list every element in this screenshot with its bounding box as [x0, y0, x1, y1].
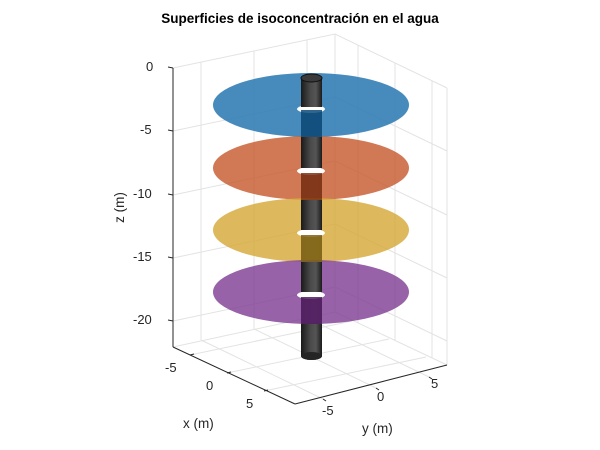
pipe-through-holes: [300, 73, 323, 360]
z-tick-label: -10: [133, 186, 152, 201]
y-tick-label: 0: [377, 389, 385, 404]
z-tick-label: 0: [146, 59, 154, 74]
y-tick-label: -5: [322, 403, 334, 418]
y-axis: [294, 364, 448, 405]
z-tick-label: -20: [133, 312, 152, 327]
z-tick-label: -5: [140, 122, 152, 137]
x-axis-label: x (m): [183, 416, 214, 431]
x-tick-label: 0: [206, 378, 214, 393]
y-axis-label: y (m): [362, 421, 393, 436]
x-tick-label: -5: [165, 360, 177, 375]
z-axis-label: z (m): [111, 192, 127, 223]
x-axis: [172, 346, 296, 405]
z-tick-label: -15: [133, 249, 152, 264]
axes: [167, 66, 448, 405]
chart-title: Superficies de isoconcentración en el ag…: [161, 11, 439, 26]
x-tick-label: 5: [246, 396, 254, 411]
y-tick-label: 5: [431, 376, 439, 391]
